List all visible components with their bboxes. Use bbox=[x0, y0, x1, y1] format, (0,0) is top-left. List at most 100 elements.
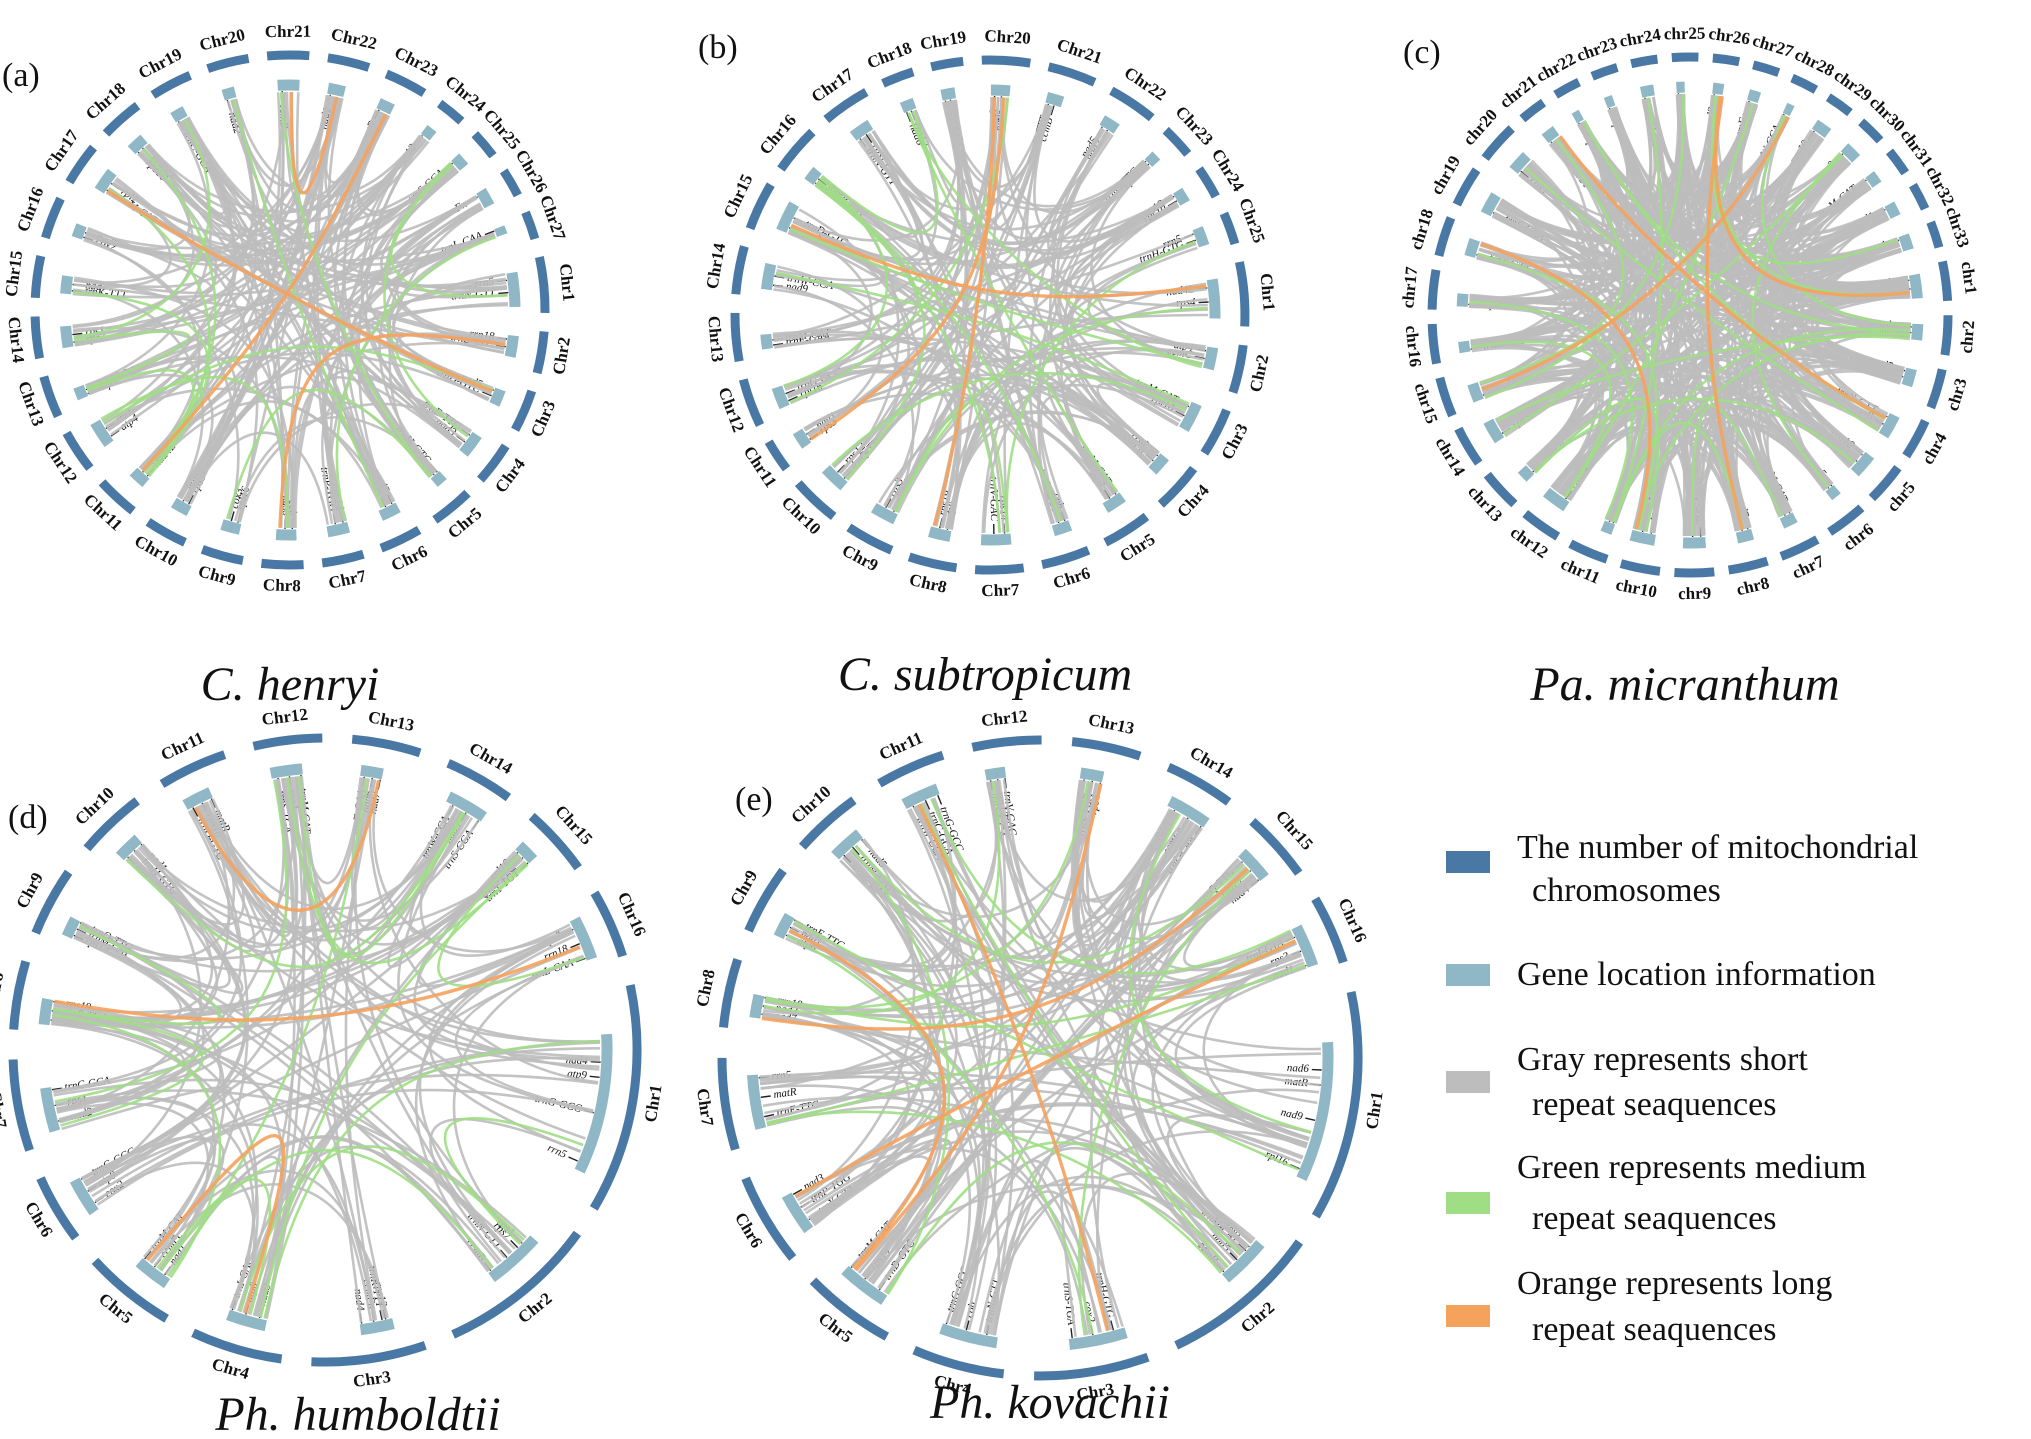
gene-tick bbox=[865, 134, 873, 143]
chromosome-segment bbox=[745, 182, 775, 231]
panel-c: (c)Pa. micranthumchr1chr2chr3chr4chr5chr… bbox=[1398, 24, 1981, 711]
gene-block bbox=[1747, 89, 1762, 104]
chromosome-segment bbox=[1452, 167, 1481, 207]
repeat-links bbox=[772, 96, 1209, 533]
gene-block bbox=[1296, 1041, 1334, 1182]
short-repeat-link bbox=[867, 105, 1052, 211]
gene-block bbox=[990, 84, 1011, 97]
gene-block bbox=[1911, 323, 1924, 341]
medium-repeat-link bbox=[102, 345, 494, 424]
chromosome-segment bbox=[351, 734, 422, 758]
gene-block bbox=[1898, 233, 1914, 252]
circos-panels: (a)C. henryiChr1Chr2Chr3Chr4Chr5Chr6Chr7… bbox=[0, 22, 1981, 1439]
short-repeat-link bbox=[914, 100, 964, 205]
gene-block bbox=[359, 1318, 395, 1336]
chromosome-segment bbox=[384, 69, 427, 97]
chromosome-label: chr9 bbox=[1678, 584, 1711, 604]
chromosome-segment bbox=[30, 255, 46, 299]
medium-repeat-link bbox=[786, 934, 1094, 1335]
legend-item: Gene location information bbox=[1446, 956, 1876, 993]
long-repeat-link bbox=[194, 779, 381, 912]
gene-block bbox=[489, 387, 506, 407]
gene-tick bbox=[590, 1061, 601, 1063]
short-repeat-link bbox=[1174, 966, 1310, 1140]
chromosome-label: chr16 bbox=[1402, 325, 1426, 368]
short-repeat-link bbox=[784, 313, 1209, 389]
medium-repeat-link bbox=[814, 183, 926, 481]
gene-block bbox=[1221, 1239, 1265, 1283]
short-repeat-link bbox=[1528, 94, 1680, 468]
short-repeat-link bbox=[1716, 95, 1886, 236]
gene-block bbox=[870, 502, 898, 525]
gene-block bbox=[269, 763, 303, 779]
chromosome-segment bbox=[1195, 166, 1220, 199]
panel-b: (b)C. subtropicumChr1Chr2Chr3Chr4Chr5Chr… bbox=[698, 26, 1279, 701]
repeat-links bbox=[51, 775, 601, 1323]
chromosome-segment bbox=[327, 53, 371, 72]
chromosome-label: Chr2 bbox=[549, 336, 574, 376]
gene-block bbox=[1541, 126, 1560, 144]
short-repeat-link bbox=[777, 265, 884, 438]
chromosome-segment bbox=[321, 549, 365, 568]
long-repeat-link bbox=[761, 867, 1249, 1031]
gene-label: matR bbox=[773, 1086, 798, 1101]
short-repeat-link bbox=[327, 98, 436, 474]
gene-tick bbox=[484, 230, 495, 236]
chromosome-segment bbox=[471, 131, 497, 159]
chromosome-segment bbox=[1311, 896, 1348, 964]
chromosome-label: Chr14 bbox=[702, 241, 729, 290]
chromosome-segment bbox=[1926, 368, 1947, 410]
medium-repeat-link bbox=[821, 110, 939, 234]
medium-repeat-link bbox=[297, 776, 466, 959]
chromosome-segment bbox=[1041, 546, 1091, 570]
chromosome-label: chr32 bbox=[1922, 163, 1958, 209]
long-repeat-link bbox=[932, 96, 996, 527]
short-repeat-link bbox=[52, 808, 243, 1093]
short-repeat-link bbox=[1104, 809, 1200, 950]
medium-repeat-link bbox=[1477, 252, 1659, 531]
chromosome-label: chr3 bbox=[1943, 376, 1971, 413]
chromosome-segment bbox=[145, 518, 187, 547]
chromosome-segment bbox=[1200, 408, 1231, 456]
chromosome-segment bbox=[744, 867, 787, 933]
chromosome-label: Chr8 bbox=[692, 968, 718, 1009]
medium-repeat-link bbox=[286, 777, 529, 965]
gene-block bbox=[60, 325, 74, 349]
legend-label: chromosomes bbox=[1532, 872, 1721, 909]
gene-block bbox=[760, 333, 773, 350]
gene-block bbox=[574, 1033, 613, 1174]
chromosome-segment bbox=[30, 316, 45, 360]
gene-block bbox=[771, 385, 790, 410]
short-repeat-link bbox=[61, 1085, 232, 1181]
short-repeat-link bbox=[794, 1147, 1089, 1336]
short-repeat-link bbox=[845, 105, 1052, 480]
legend-swatch bbox=[1446, 851, 1490, 873]
short-repeat-link bbox=[814, 183, 1174, 270]
chromosome-segment bbox=[1157, 465, 1198, 508]
medium-repeat-link bbox=[817, 179, 1001, 533]
short-repeat-link bbox=[1607, 109, 1910, 291]
chromosome-segment bbox=[1568, 539, 1609, 564]
short-repeat-link bbox=[88, 355, 473, 433]
chromosome-segment bbox=[794, 480, 837, 521]
chromosome-label: Chr1 bbox=[641, 1083, 666, 1123]
gene-tick bbox=[230, 511, 235, 522]
gene-block bbox=[1148, 453, 1169, 475]
short-repeat-link bbox=[1497, 132, 1818, 246]
short-repeat-link bbox=[841, 104, 1050, 477]
chromosome-label: Chr9 bbox=[726, 867, 761, 909]
chromosome-segment bbox=[798, 796, 857, 850]
legend-label: Green represents medium bbox=[1517, 1149, 1866, 1186]
short-repeat-link bbox=[1025, 104, 1156, 459]
short-repeat-link bbox=[946, 100, 1150, 240]
gene-block bbox=[170, 106, 188, 123]
chromosome-segment bbox=[31, 869, 73, 935]
short-repeat-link bbox=[144, 111, 383, 218]
legend-label: Orange represents long bbox=[1517, 1265, 1832, 1302]
chromosome-label: chr8 bbox=[1735, 573, 1771, 599]
chromosome-segment bbox=[8, 1059, 34, 1152]
short-repeat-link bbox=[807, 1130, 1253, 1244]
medium-repeat-link bbox=[73, 118, 211, 339]
short-repeat-link bbox=[58, 933, 205, 1121]
